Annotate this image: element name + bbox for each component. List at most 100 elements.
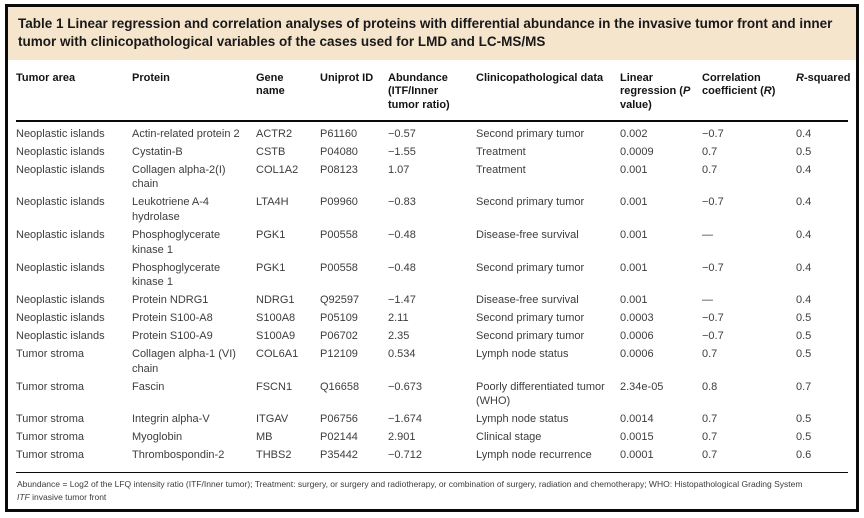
col-header-abundance: Abundance (ITF/Inner tumor ratio) (388, 59, 476, 122)
cell-clinicopathological: Second primary tumor (476, 330, 585, 342)
cell-tumor-area: Neoplastic islands (16, 228, 105, 241)
cell-protein: Protein NDRG1 (132, 294, 209, 307)
linreg-label-pre: Linear regression ( (620, 71, 683, 98)
cell-abundance: 2.901 (388, 431, 416, 444)
cell-protein: Actin-related protein 2 (132, 127, 240, 140)
cell-correlation: 0.7 (702, 448, 718, 461)
cell-protein: Thrombospondin-2 (132, 448, 225, 461)
cell-r-squared: 0.5 (796, 145, 812, 158)
table-row: Tumor stroma Myoglobin MB P02144 2.901 C… (16, 429, 848, 447)
col-header-uniprot-id: Uniprot ID (320, 59, 388, 122)
cell-r-squared: 0.4 (796, 228, 812, 241)
cell-uniprot-id: P02144 (320, 431, 358, 444)
cell-gene-name: LTA4H (256, 196, 289, 209)
cell-tumor-area: Neoplastic islands (16, 330, 105, 342)
table-card: Table 1 Linear regression and correlatio… (5, 4, 859, 512)
cell-abundance: −0.57 (388, 127, 416, 140)
cell-uniprot-id: P06756 (320, 413, 358, 426)
cell-r-squared: 0.7 (796, 380, 812, 393)
cell-gene-name: S100A9 (256, 330, 296, 342)
table-row: Neoplastic islands Phosphoglycerate kina… (16, 226, 848, 259)
cell-abundance: −1.674 (388, 413, 422, 426)
cell-p-value: 0.0006 (620, 330, 654, 342)
cell-tumor-area: Neoplastic islands (16, 261, 105, 274)
cell-protein: Collagen alpha-2(I) chain (132, 163, 226, 191)
cell-abundance: 1.07 (388, 163, 410, 176)
table-row: Tumor stroma Collagen alpha-1 (VI) chain… (16, 345, 848, 378)
cell-gene-name: MB (256, 431, 273, 444)
cell-protein: Integrin alpha-V (132, 413, 210, 426)
col-header-correlation: Correlation coefficient (R) (702, 59, 796, 122)
cell-p-value: 0.001 (620, 228, 648, 241)
linreg-label-post: value) (620, 99, 652, 112)
cell-clinicopathological: Disease-free survival (476, 294, 579, 307)
cell-protein: Protein S100-A9 (132, 330, 213, 342)
cell-tumor-area: Tumor stroma (16, 347, 85, 360)
col-header-tumor-area: Tumor area (16, 59, 132, 122)
cell-uniprot-id: P12109 (320, 347, 358, 360)
cell-r-squared: 0.4 (796, 127, 812, 140)
cell-abundance: −0.673 (388, 380, 422, 393)
cell-protein: Cystatin-B (132, 145, 183, 158)
cell-uniprot-id: P35442 (320, 448, 358, 461)
cell-uniprot-id: P06702 (320, 330, 358, 342)
cell-protein: Myoglobin (132, 431, 183, 444)
cell-r-squared: 0.5 (796, 312, 812, 325)
cell-uniprot-id: P05109 (320, 312, 358, 325)
cell-r-squared: 0.5 (796, 330, 812, 342)
cell-abundance: −0.48 (388, 228, 416, 241)
cell-uniprot-id: P00558 (320, 228, 358, 241)
table-row: Neoplastic islands Phosphoglycerate kina… (16, 259, 848, 292)
cell-tumor-area: Neoplastic islands (16, 294, 105, 307)
cell-uniprot-id: P61160 (320, 127, 358, 140)
cell-protein: Fascin (132, 380, 165, 393)
cell-p-value: 2.34e-05 (620, 380, 664, 393)
cell-p-value: 0.0014 (620, 413, 654, 426)
col-header-r-squared: R-squared (796, 59, 851, 122)
col-header-clinicopathological: Clinicopathological data (476, 59, 620, 122)
cell-correlation: 0.7 (702, 347, 718, 360)
cell-correlation: — (702, 294, 713, 307)
cell-p-value: 0.0003 (620, 312, 654, 325)
cell-gene-name: CSTB (256, 145, 286, 158)
cell-clinicopathological: Lymph node status (476, 347, 569, 360)
cell-gene-name: COL1A2 (256, 163, 299, 176)
cell-uniprot-id: P08123 (320, 163, 358, 176)
cell-clinicopathological: Poorly differentiated tumor (WHO) (476, 380, 605, 408)
cell-tumor-area: Neoplastic islands (16, 145, 105, 158)
cell-r-squared: 0.5 (796, 347, 812, 360)
cell-protein: Protein S100-A8 (132, 312, 213, 325)
cell-gene-name: ACTR2 (256, 127, 293, 140)
cell-p-value: 0.001 (620, 261, 648, 274)
cell-protein: Leukotriene A-4 hydrolase (132, 196, 210, 224)
cell-p-value: 0.0006 (620, 347, 654, 360)
table-area: Tumor area Protein Gene name Uniprot ID … (8, 59, 856, 472)
col-header-protein: Protein (132, 59, 256, 122)
cell-correlation: 0.7 (702, 163, 718, 176)
cell-p-value: 0.001 (620, 163, 648, 176)
cell-gene-name: PGK1 (256, 228, 286, 241)
table-row: Neoplastic islands Actin-related protein… (16, 121, 848, 143)
cell-correlation: 0.7 (702, 145, 718, 158)
cell-clinicopathological: Disease-free survival (476, 228, 579, 241)
cell-protein: Collagen alpha-1 (VI) chain (132, 347, 236, 375)
cell-r-squared: 0.4 (796, 294, 812, 307)
cell-r-squared: 0.4 (796, 196, 812, 209)
table-row: Tumor stroma Integrin alpha-V ITGAV P067… (16, 411, 848, 429)
cell-gene-name: THBS2 (256, 448, 292, 461)
cell-p-value: 0.002 (620, 127, 648, 140)
table-row: Neoplastic islands Collagen alpha-2(I) c… (16, 161, 848, 194)
cell-tumor-area: Tumor stroma (16, 380, 85, 393)
cell-clinicopathological: Treatment (476, 163, 526, 176)
cell-r-squared: 0.4 (796, 163, 812, 176)
header-row: Tumor area Protein Gene name Uniprot ID … (16, 59, 851, 122)
cell-gene-name: ITGAV (256, 413, 289, 426)
cell-correlation: 0.8 (702, 380, 718, 393)
rsq-label-post: -squared (803, 71, 851, 84)
cell-protein: Phosphoglycerate kinase 1 (132, 261, 221, 289)
cell-abundance: 0.534 (388, 347, 416, 360)
cell-uniprot-id: Q16658 (320, 380, 360, 393)
cell-correlation: — (702, 228, 713, 241)
cell-tumor-area: Neoplastic islands (16, 127, 105, 140)
table-row: Neoplastic islands Cystatin-B CSTB P0408… (16, 143, 848, 161)
